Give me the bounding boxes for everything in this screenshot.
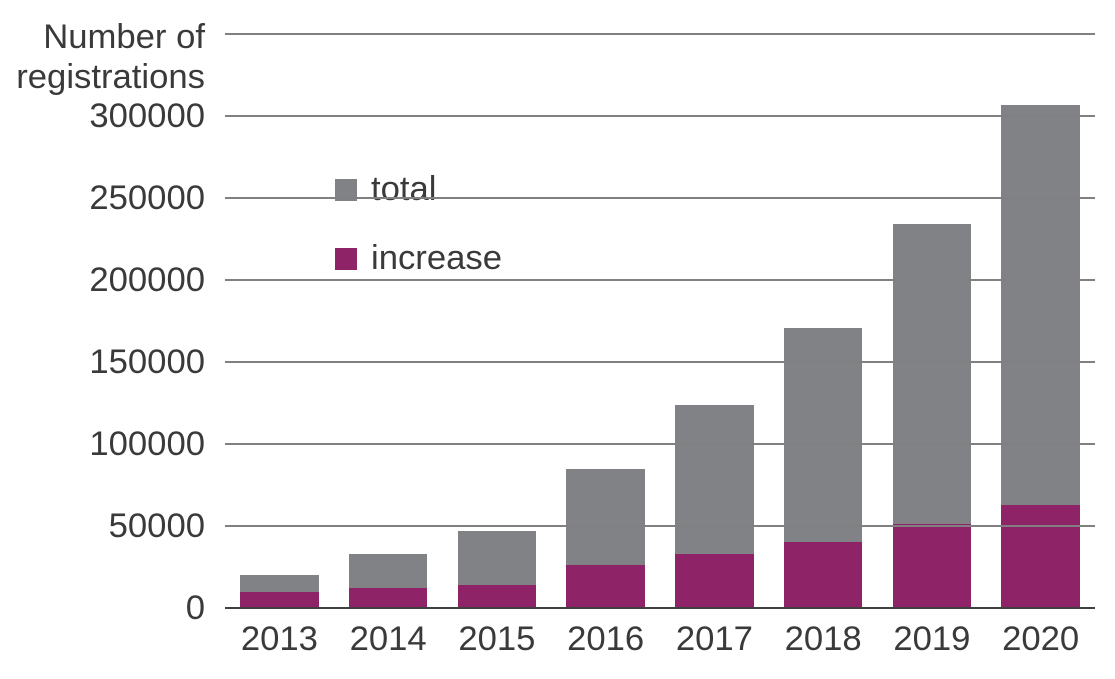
bar-group [240,575,318,608]
y-tick-label: 100000 [0,425,205,464]
bar-group [1001,105,1079,608]
legend-item-increase: increase [335,239,502,278]
y-tick-label: 300000 [0,97,205,136]
bar-group [458,531,536,608]
bar-segment-total [458,531,536,585]
x-tick-label: 2019 [878,620,987,659]
legend: total increase [335,170,502,278]
bar-segment-total [893,224,971,524]
gridline [225,33,1095,35]
y-tick-label: 50000 [0,507,205,546]
gridline [225,115,1095,117]
gridline [225,525,1095,527]
legend-item-total: total [335,170,502,209]
bar-group [349,554,427,608]
bar-group [675,405,753,608]
registrations-bar-chart: Number of registrations total increase 0… [0,0,1115,679]
x-tick-label: 2015 [443,620,552,659]
bar-group [893,224,971,608]
y-tick-label: 250000 [0,179,205,218]
bar-segment-total [784,328,862,543]
bar-segment-increase [1001,505,1079,608]
bar-segment-increase [675,554,753,608]
gridline [225,197,1095,199]
bar-group [566,469,644,608]
y-tick-label: 200000 [0,261,205,300]
x-tick-label: 2014 [334,620,443,659]
bar-segment-total [240,575,318,591]
x-tick-label: 2018 [769,620,878,659]
bar-segment-total [349,554,427,588]
bar-segment-total [675,405,753,554]
y-axis-title: Number of registrations [0,18,205,98]
bar-segment-increase [458,585,536,608]
y-axis-title-line-2: registrations [0,58,205,98]
y-tick-label: 150000 [0,343,205,382]
x-tick-label: 2020 [986,620,1095,659]
bar-segment-increase [349,588,427,609]
bar-segment-increase [566,565,644,608]
gridline [225,361,1095,363]
gridline [225,443,1095,445]
bar-segment-increase [784,542,862,608]
y-axis-title-line-1: Number of [0,18,205,58]
y-tick-label: 0 [0,589,205,628]
x-tick-label: 2013 [225,620,334,659]
x-tick-label: 2017 [660,620,769,659]
x-axis-line [225,607,1095,609]
plot-area [225,34,1095,608]
legend-label-increase: increase [371,239,502,278]
legend-label-total: total [371,170,437,209]
legend-swatch-increase [335,248,357,270]
gridline [225,279,1095,281]
bar-segment-total [566,469,644,566]
bar-group [784,328,862,608]
bar-segment-increase [240,592,318,608]
x-tick-label: 2016 [551,620,660,659]
bar-segment-increase [893,524,971,608]
